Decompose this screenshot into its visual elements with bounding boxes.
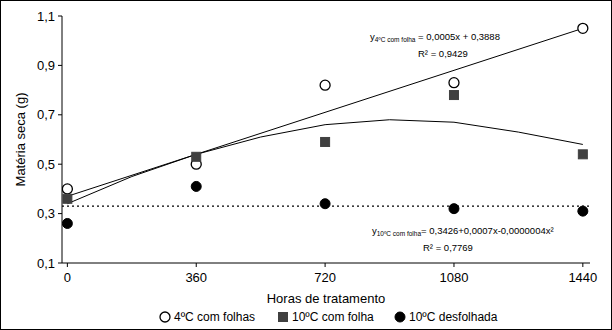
y-tick: [58, 164, 62, 165]
data-point: [578, 23, 588, 33]
equation: y10ºC com folha= 0,3426+0,0007x-0,000000…: [372, 225, 554, 237]
x-tick: [582, 263, 583, 267]
x-axis: [62, 263, 590, 264]
y-tick: [58, 213, 62, 214]
equation-body: = 0,0005x + 0,3888: [415, 31, 500, 42]
chart-frame: [1, 1, 612, 330]
trend-line: [67, 120, 582, 204]
y-tick: [58, 16, 62, 17]
data-point: [321, 137, 330, 146]
legend-label: 10ºC desfolhada: [409, 310, 498, 324]
y-tick-label: 1,1: [37, 9, 55, 24]
data-point: [320, 80, 330, 90]
x-tick: [325, 263, 326, 267]
y-tick: [58, 263, 62, 264]
data-point: [62, 184, 72, 194]
equation-sub: 10ºC com folha: [377, 230, 422, 237]
x-tick: [67, 263, 68, 267]
data-point: [62, 218, 72, 228]
trend-line: [67, 28, 582, 196]
data-point: [578, 150, 587, 159]
data-point: [449, 91, 458, 100]
x-tick-label: 360: [185, 270, 207, 285]
y-tick: [58, 114, 62, 115]
y-tick-label: 0,5: [37, 157, 55, 172]
chart: 0,1 0,3 0,5 0,7 0,9 1,1 0 360 720 1080 1440 Horas d…: [0, 0, 612, 330]
legend-marker: [395, 312, 405, 322]
data-point: [578, 206, 588, 216]
equation-body: = 0,3426+0,0007x-0,0000004x²: [421, 225, 554, 236]
x-tick-label: 0: [64, 270, 71, 285]
r-squared: R² = 0,7769: [423, 242, 473, 253]
y-axis: [62, 16, 63, 263]
x-tick: [196, 263, 197, 267]
equation-sub: 4ºC com folha: [375, 36, 416, 43]
y-tick-label: 0,7: [37, 107, 55, 122]
y-axis-title: Matéria seca (g): [13, 93, 28, 187]
legend-marker: [279, 313, 288, 322]
data-point: [191, 181, 201, 191]
data-point: [449, 204, 459, 214]
equation: y4ºC com folha = 0,0005x + 0,3888: [370, 31, 500, 43]
r-squared: R² = 0,9429: [418, 48, 468, 59]
plot-data: [62, 23, 590, 228]
x-tick-label: 720: [314, 270, 336, 285]
x-tick-label: 1080: [440, 270, 469, 285]
y-tick-label: 0,9: [37, 58, 55, 73]
legend-marker: [160, 312, 170, 322]
x-tick-label: 1440: [568, 270, 597, 285]
data-point: [449, 78, 459, 88]
data-point: [63, 194, 72, 203]
y-tick-label: 0,1: [37, 256, 55, 271]
legend-label: 10ºC com folha: [292, 310, 374, 324]
x-axis-title: Horas de tratamento: [267, 291, 386, 306]
data-point: [320, 199, 330, 209]
data-point: [192, 152, 201, 161]
x-tick: [453, 263, 454, 267]
y-tick: [58, 65, 62, 66]
legend-label: 4ºC com folhas: [174, 310, 255, 324]
y-tick-label: 0,3: [37, 206, 55, 221]
